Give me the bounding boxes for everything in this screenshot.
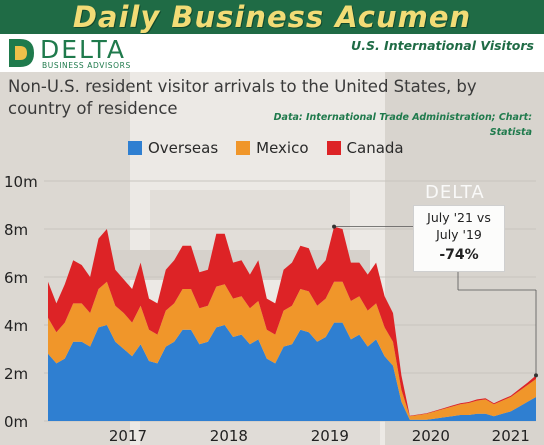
page-subtitle: U.S. International Visitors (351, 38, 534, 53)
subheader-bar (0, 34, 544, 72)
x-tick-label: 2021 (492, 427, 530, 445)
y-tick-label: 10m (4, 173, 38, 191)
annotation-box: July '21 vs July '19 -74% (413, 205, 505, 272)
y-tick-label: 8m (4, 221, 28, 239)
y-tick-label: 4m (4, 317, 28, 335)
header-banner (0, 0, 544, 34)
annotation-point-from (332, 224, 337, 229)
y-tick-label: 2m (4, 365, 28, 383)
chart-legend: Overseas Mexico Canada (128, 138, 422, 158)
legend-item-overseas: Overseas (128, 139, 218, 157)
logo-tagline: BUSINESS ADVISORS (42, 61, 131, 70)
delta-logo-mark-icon (9, 39, 34, 67)
legend-label-overseas: Overseas (148, 139, 219, 157)
logo-name: DELTA (40, 35, 126, 64)
y-tick-label: 6m (4, 269, 28, 287)
header-title: Daily Business Acumen (72, 0, 472, 34)
legend-swatch-canada (326, 141, 341, 155)
series-area-mexico (48, 281, 536, 420)
legend-label-mexico: Mexico (256, 139, 309, 157)
annotation-point-to (534, 373, 538, 378)
annotation-value: -74% (439, 247, 479, 263)
watermark-logo: DELTA (425, 182, 485, 203)
x-tick-label: 2018 (210, 427, 248, 445)
series-area-canada (48, 226, 536, 417)
legend-item-mexico: Mexico (236, 139, 309, 157)
x-tick-label: 2017 (109, 427, 147, 445)
y-tick-label: 0m (4, 413, 28, 431)
chart-source: Data: International Trade Administration… (262, 110, 532, 140)
legend-item-canada: Canada (326, 139, 404, 157)
legend-swatch-overseas (128, 141, 142, 155)
delta-logo: DELTA BUSINESS ADVISORS (6, 34, 156, 72)
x-tick-label: 2020 (412, 427, 450, 445)
legend-swatch-mexico (236, 141, 251, 155)
annotation-text: July '21 vs July '19 (427, 210, 491, 242)
x-tick-label: 2019 (311, 427, 349, 445)
series-area-overseas (48, 322, 536, 421)
legend-label-canada: Canada (346, 139, 404, 157)
source-text: Data: International Trade Administration… (273, 112, 532, 138)
chart-title: Non-U.S. resident visitor arrivals to th… (8, 77, 477, 118)
